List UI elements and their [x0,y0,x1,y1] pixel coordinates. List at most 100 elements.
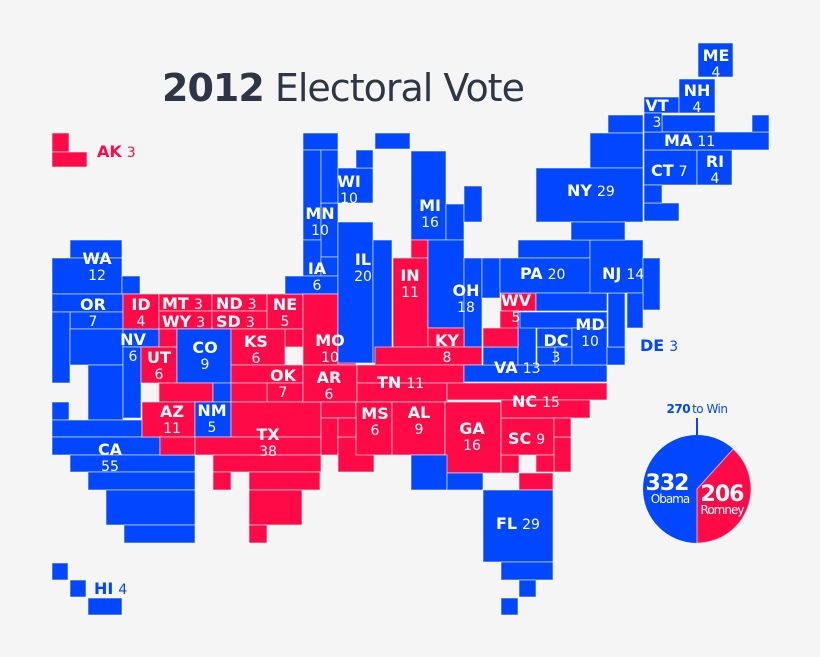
state-electoral-votes: 4 [118,582,127,598]
state-ri[interactable] [696,149,733,186]
state-vt[interactable] [643,96,680,133]
state-electoral-votes: 3 [246,315,255,331]
state-tile [410,239,429,259]
state-electoral-votes: 20 [354,269,372,285]
state-electoral-votes: 9 [536,432,545,448]
state-label-dc: DC 3 [543,331,568,366]
state-electoral-votes: 11 [401,285,419,301]
state-abbr: AZ [160,402,184,421]
state-wa[interactable] [51,239,141,295]
state-wv[interactable] [482,292,537,348]
state-electoral-votes: 6 [371,423,380,439]
state-abbr: TX [256,425,280,444]
state-de[interactable] [607,292,626,348]
state-ar[interactable] [302,364,358,403]
state-tile [643,202,680,222]
state-tile [500,399,591,419]
state-electoral-votes: 3 [194,297,203,313]
state-abbr: DE [640,336,664,355]
state-pa[interactable] [499,239,608,312]
state-label-ma: MA 11 [664,131,715,150]
state-tile [122,293,160,330]
state-tile [284,328,304,348]
state-label-id: ID 4 [131,295,150,330]
state-sc[interactable] [500,417,572,473]
state-ks[interactable] [230,328,286,366]
state-tile [158,328,178,348]
state-nh[interactable] [678,78,716,114]
state-hi[interactable] [51,562,123,616]
state-electoral-votes: 3 [248,297,257,313]
state-tile [570,221,626,241]
state-ms[interactable] [337,401,393,456]
state-abbr: SC [508,429,531,448]
state-tile [606,346,626,366]
state-id[interactable] [122,293,160,330]
state-electoral-votes: 11 [406,376,424,392]
state-electoral-votes: 7 [279,385,288,401]
state-abbr: MA [664,131,693,150]
state-nc[interactable] [446,382,608,438]
state-label-ia: IA 6 [308,259,327,294]
state-tile [355,401,393,456]
state-label-ak: AK 3 [97,142,136,161]
state-abbr: DC [543,331,568,350]
state-label-md: MD 10 [575,315,604,350]
state-label-ny: NY 29 [567,181,615,200]
state-al[interactable] [391,401,446,456]
state-tile [355,149,374,169]
state-tile [500,454,520,474]
state-nv[interactable] [122,328,160,419]
state-electoral-votes: 4 [711,171,720,187]
state-in[interactable] [392,239,429,348]
state-tile [248,524,268,544]
state-label-il: IL 20 [354,250,372,285]
state-abbr: ND [216,294,243,313]
state-abbr: IA [308,259,327,278]
state-tile [51,132,70,153]
state-label-nj: NJ 14 [602,264,644,283]
state-il[interactable] [337,221,393,364]
state-ct[interactable] [643,149,698,204]
state-ky[interactable] [374,327,501,366]
state-md[interactable] [519,311,626,366]
state-ne[interactable] [266,293,304,348]
state-mo[interactable] [302,293,357,366]
state-label-hi: HI 4 [94,579,127,598]
state-wi[interactable] [320,149,374,204]
state-tile [87,364,124,421]
state-mi[interactable] [374,132,483,241]
state-abbr: ME [703,46,730,65]
obama-name: Obama [651,492,690,506]
state-tile [356,382,448,403]
state-ak[interactable] [51,132,88,168]
state-tile [302,132,339,151]
state-electoral-votes: 6 [252,351,261,367]
state-electoral-votes: 4 [693,100,702,116]
state-oh[interactable] [427,239,501,348]
romney-votes: 206 [701,482,745,507]
state-nm[interactable] [194,382,232,438]
state-ca[interactable] [51,311,196,544]
state-electoral-votes: 15 [542,395,560,411]
state-fl[interactable] [410,454,554,616]
state-tx[interactable] [194,382,322,544]
state-electoral-votes: 11 [697,134,715,150]
state-tile [320,417,339,456]
state-electoral-votes: 10 [321,350,339,366]
state-me[interactable] [697,42,734,78]
state-label-tx: TX 38 [256,425,280,460]
state-ga[interactable] [444,401,554,491]
state-ny[interactable] [535,114,680,241]
state-nj[interactable] [589,239,661,329]
state-abbr: WI [337,172,361,191]
state-tile [69,454,196,473]
state-ia[interactable] [284,239,339,295]
state-electoral-votes: 38 [259,444,277,460]
state-electoral-votes: 18 [457,300,475,316]
state-label-nm: NM 5 [197,401,226,436]
state-tile [302,293,339,366]
